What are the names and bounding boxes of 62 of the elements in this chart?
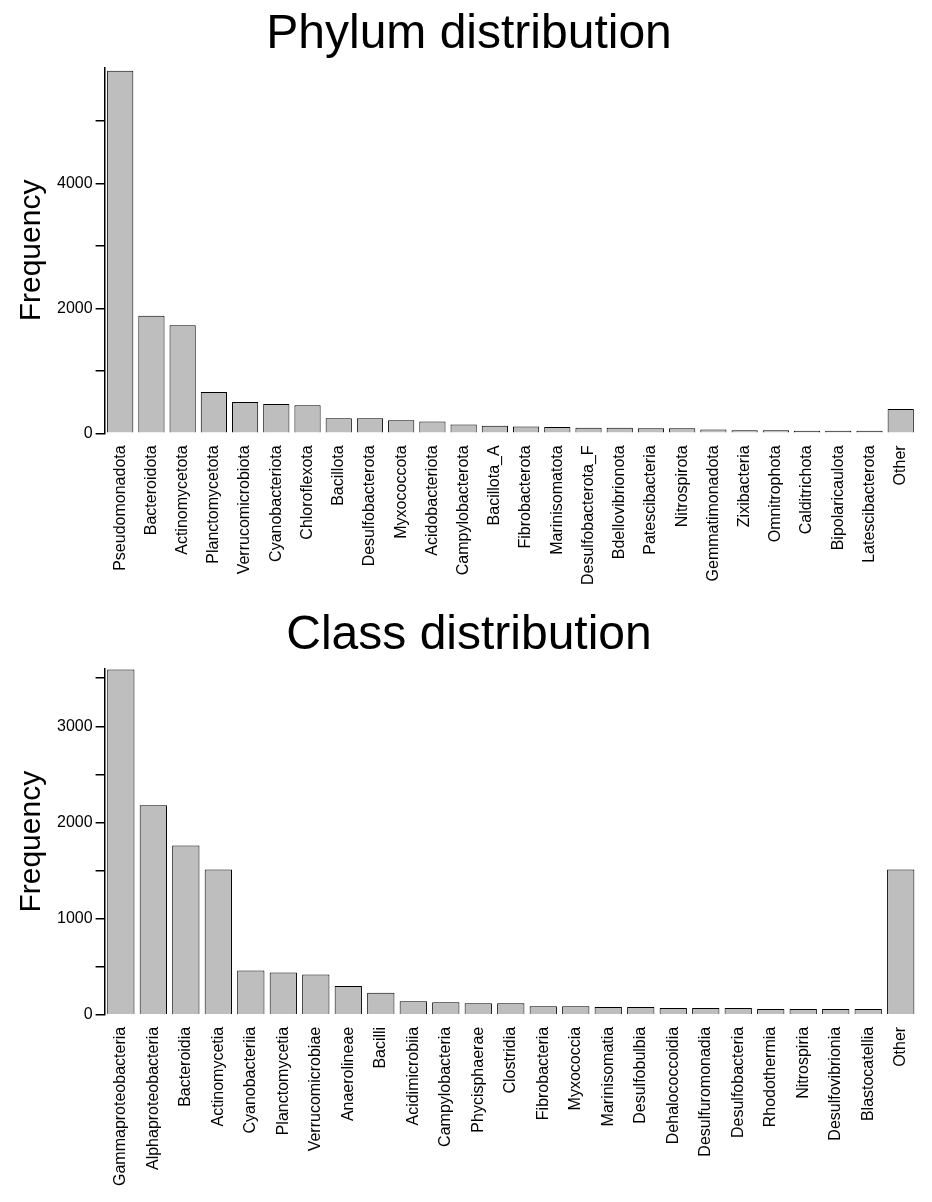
x-tick-label: Myxococcia [566,1026,584,1111]
x-tick-label: Bacteroidota [141,445,159,536]
x-tick-label: Myxococcota [391,445,409,539]
x-tick-label: Planctomycetia [273,1026,291,1136]
x-tick-label: Zixibacteria [735,445,753,528]
x-tick-label: Alphaproteobacteria [143,1026,161,1171]
x-tick-label: Bacilli [371,1026,389,1069]
x-tick-label: Desulfobacterota_F [578,445,597,586]
x-tick-label: Bdellovibrionota [610,445,628,560]
x-tick-label: Bacillota [329,445,347,506]
y-tick-label: 3000 [57,716,93,734]
y-tick-label: 0 [83,423,93,441]
x-tick-label: Marinisomatia [598,1026,616,1127]
x-tick-label: Campylobacteria [436,1026,454,1147]
x-tick-label: Gammaproteobacteria [111,1026,129,1186]
x-tick-label: Fibrobacteria [533,1026,551,1121]
x-tick-label: Dehalococcoidia [663,1026,681,1145]
y-tick-label: 4000 [57,173,93,191]
x-tick-label: Desulfobacteria [728,1026,746,1138]
chart-title: Phylum distribution [266,5,672,59]
x-tick-label: Omnitrophota [766,445,784,543]
x-tick-label: Gemmatimonadota [703,445,721,582]
chart-title: Class distribution [286,606,652,660]
x-tick-label: Acidobacteriota [422,445,440,556]
x-tick-label: Cyanobacteriota [266,445,284,562]
x-tick-label: Planctomycetota [204,445,222,564]
y-axis-title: Frequency [13,770,47,913]
x-tick-label: Desulfuromonadia [696,1026,714,1157]
x-tick-label: Marinisomatota [547,445,565,555]
x-tick-label: Bipolaricaulota [828,445,846,551]
x-tick-label: Other [891,1026,909,1067]
x-tick-label: Phycisphaerae [468,1026,486,1133]
x-tick-label: Nitrospirota [672,445,690,528]
x-tick-label: Desulfobacterota [360,445,378,567]
x-tick-label: Actinomycetota [173,445,191,555]
x-tick-label: Cyanobacteriia [241,1026,259,1134]
y-tick-label: 1000 [57,909,93,927]
x-tick-label: Campylobacterota [454,445,472,576]
x-tick-label: Nitrospiria [793,1026,811,1099]
y-axis-title: Frequency [13,179,47,322]
x-tick-label: Verrucomicrobiae [306,1026,324,1152]
x-tick-label: Blastocatellia [858,1026,876,1122]
x-tick-label: Latescibacterota [859,445,877,563]
x-tick-label: Rhodothermia [761,1026,779,1128]
x-tick-label: Clostridia [501,1026,519,1094]
x-tick-label: Bacillota_A [485,445,504,526]
x-tick-label: Pseudomonadota [110,445,128,571]
x-tick-label: Desulfobulbia [631,1026,649,1124]
y-tick-label: 2000 [57,812,93,830]
x-tick-label: Calditrichota [797,445,815,535]
y-tick-label: 0 [83,1005,93,1023]
x-tick-label: Actinomycetia [208,1026,226,1127]
x-tick-label: Desulfovibrionia [826,1026,844,1141]
x-tick-label: Bacteroidia [176,1026,194,1107]
y-tick-label: 2000 [57,298,93,316]
x-tick-label: Acidimicrobiia [403,1026,421,1126]
x-tick-label: Chloroflexota [297,445,315,540]
x-tick-label: Other [891,444,909,486]
x-tick-label: Patescibacteria [641,445,659,555]
x-tick-label: Anaerolineae [338,1026,356,1122]
x-tick-label: Verrucomicrobiota [235,445,253,575]
x-tick-label: Fibrobacterota [516,445,534,549]
